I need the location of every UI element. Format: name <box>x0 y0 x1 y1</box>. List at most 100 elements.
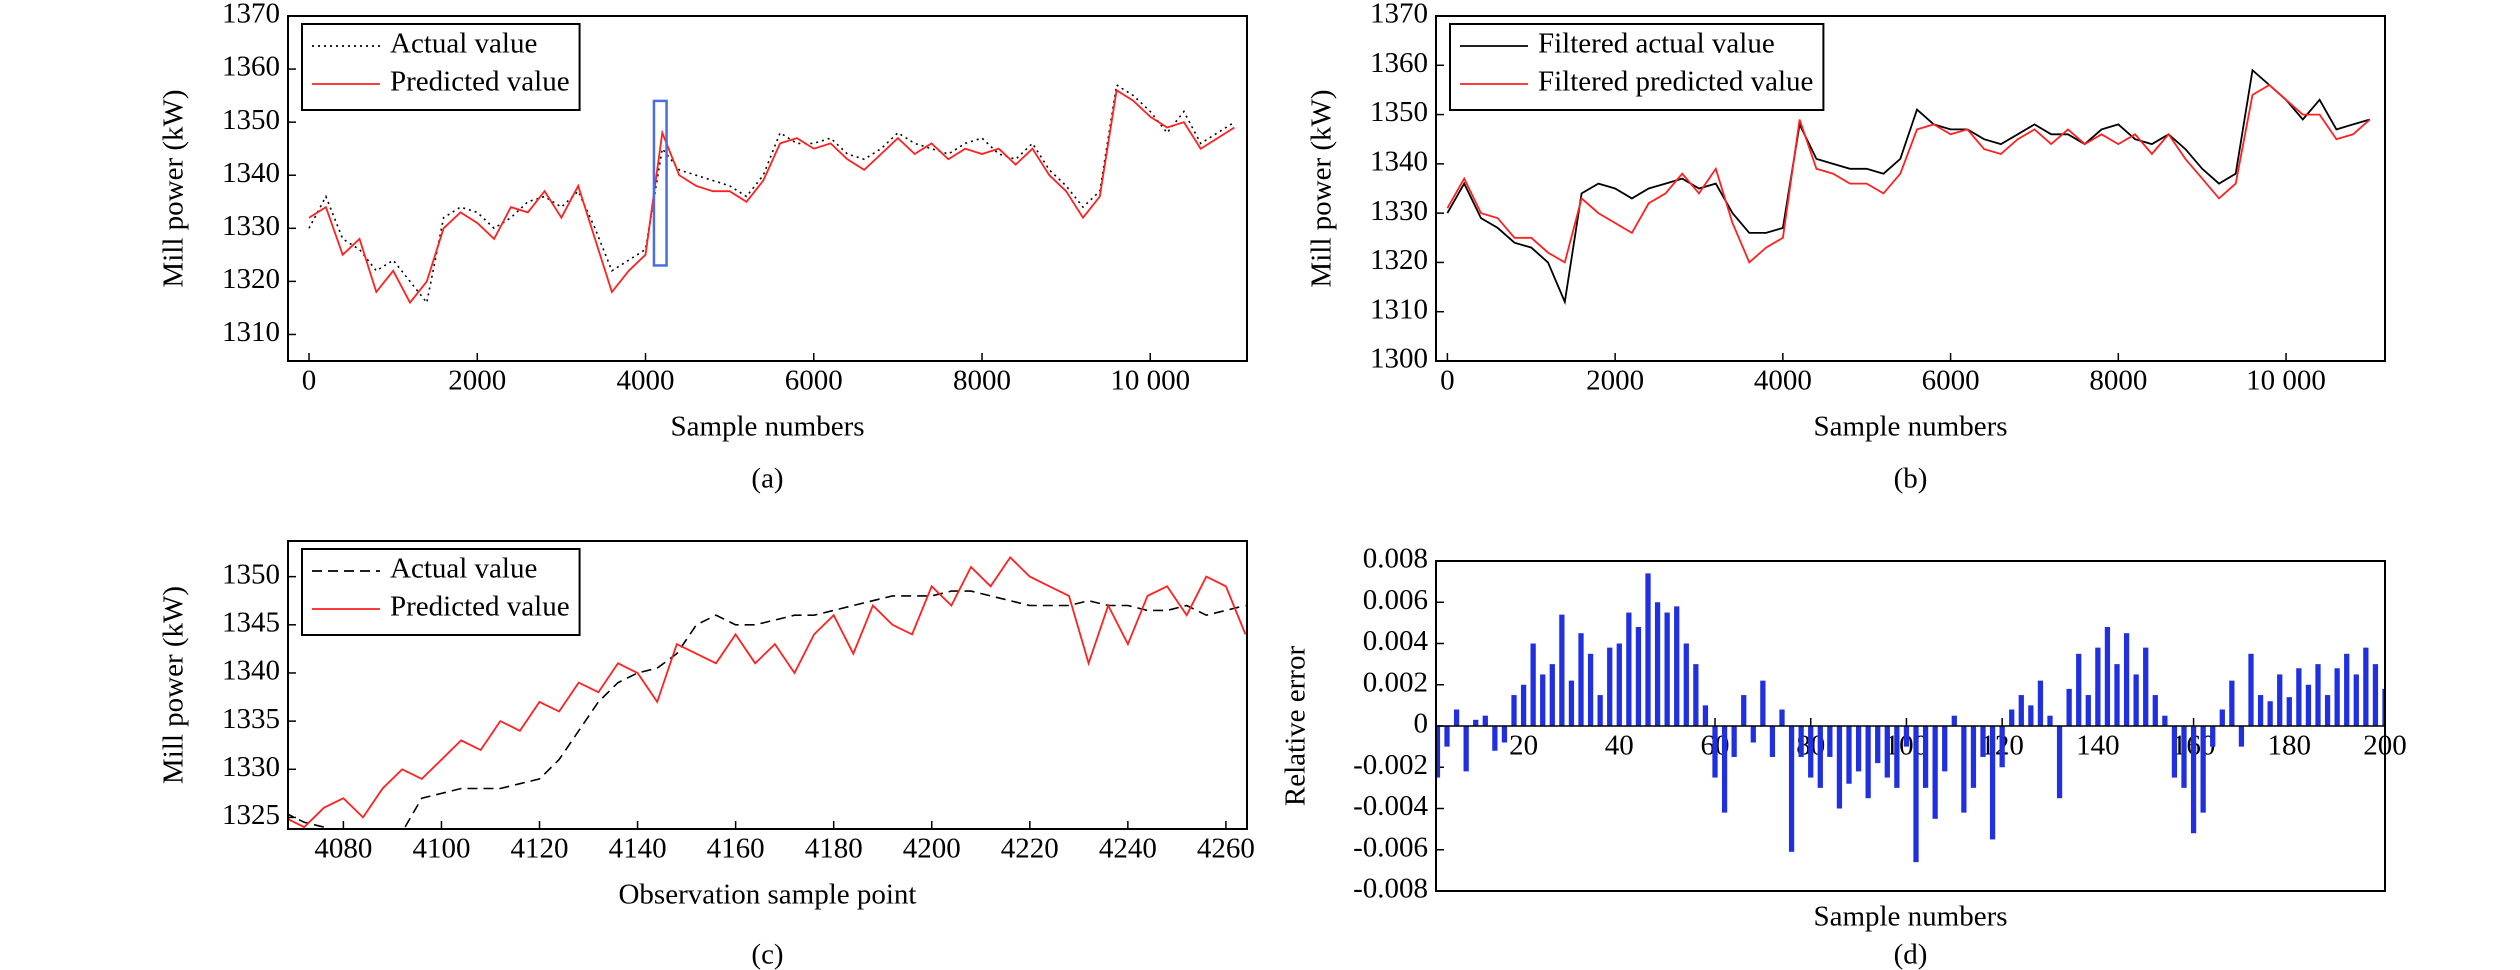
plot-frame <box>287 15 1248 362</box>
x-tick-label: 4200 <box>903 833 961 865</box>
series-line <box>308 83 1235 305</box>
bar <box>1989 726 1996 840</box>
panel: 1325 1330 1335 1340 1345 1350 4080 4100 4120 4140… <box>158 540 1255 970</box>
y-tick-label: 1340 <box>1370 146 1428 178</box>
bar <box>1559 614 1565 726</box>
panel-caption: (c) <box>751 939 783 970</box>
panel: 1300 1310 1320 1330 1340 1350 1360 1370 0 2000 400… <box>1306 0 2386 495</box>
bar <box>2114 664 2120 726</box>
x-tick-label: 10 000 <box>1110 365 1190 397</box>
bar <box>1645 573 1651 726</box>
bar <box>2200 726 2206 813</box>
bar <box>1731 726 1737 757</box>
bar <box>1492 726 1498 751</box>
bar <box>2315 664 2321 726</box>
x-tick-label: 2000 <box>1586 365 1644 397</box>
bar <box>1540 674 1546 726</box>
bar <box>1568 680 1575 726</box>
bar <box>1530 643 1536 726</box>
x-tick-label: 4140 <box>609 833 667 865</box>
bar <box>1587 653 1594 726</box>
bar <box>1741 695 1747 726</box>
bar <box>1932 726 1938 819</box>
y-tick-label: 1340 <box>222 157 280 189</box>
x-tick-label: 4120 <box>511 833 569 865</box>
bar <box>1702 705 1709 726</box>
y-tick-label: 1350 <box>222 558 280 590</box>
bar <box>1903 726 1910 747</box>
y-axis-label: Mill power (kW) <box>158 586 190 784</box>
bar <box>2123 633 2130 726</box>
bar <box>2372 664 2379 726</box>
x-axis-label: Sample numbers <box>1813 411 2007 443</box>
panel-caption: (d) <box>1894 939 1928 970</box>
bar <box>1808 726 1814 778</box>
bar <box>1635 627 1642 726</box>
x-tick-label: 4000 <box>1754 365 1812 397</box>
legend-box <box>301 23 581 111</box>
bar <box>1865 726 1871 799</box>
y-tick-label: 1330 <box>1370 195 1428 227</box>
bar <box>1453 709 1460 726</box>
plot-area <box>1446 68 2371 306</box>
x-tick-label: 10 000 <box>2246 365 2326 397</box>
y-tick-label: 0 <box>1414 708 1429 740</box>
bar <box>2104 627 2111 726</box>
legend-box <box>301 548 581 636</box>
bar <box>1626 612 1632 726</box>
y-axis-label: Mill power (kW) <box>158 89 190 287</box>
bar <box>2238 726 2245 747</box>
y-tick-label: 1310 <box>222 316 280 348</box>
x-tick-label: 4240 <box>1099 833 1157 865</box>
y-tick-label: -0.006 <box>1353 831 1428 863</box>
legend-label: Filtered actual value <box>1538 28 1775 60</box>
bar <box>2257 695 2264 726</box>
y-tick-label: 1350 <box>222 104 280 136</box>
bar <box>2056 726 2063 799</box>
bar <box>2152 695 2158 726</box>
y-tick-label: 1335 <box>222 703 280 735</box>
bar <box>1760 680 1766 726</box>
series-line <box>308 88 1235 305</box>
y-tick-label: 0.006 <box>1363 584 1428 616</box>
y-tick-label: 1310 <box>1370 293 1428 325</box>
plot-area <box>308 83 1235 305</box>
bar <box>1894 726 1900 788</box>
bar <box>1980 726 1986 757</box>
bar <box>1913 726 1919 863</box>
bar <box>2210 726 2216 747</box>
y-tick-label: 0.004 <box>1363 625 1429 657</box>
y-tick-label: 1360 <box>222 51 280 83</box>
bar <box>2143 647 2149 726</box>
series-line <box>288 590 1246 829</box>
bar <box>2095 647 2101 726</box>
panel: 1310 1320 1330 1340 1350 1360 1370 0 2000 4000 600… <box>158 0 1248 495</box>
bar <box>1779 709 1785 726</box>
bar <box>2219 709 2225 726</box>
y-tick-label: 0.002 <box>1363 666 1428 698</box>
x-tick-label: 4160 <box>707 833 765 865</box>
highlight-box <box>652 99 668 267</box>
bar <box>2334 668 2340 726</box>
x-tick-label: 180 <box>2268 730 2312 762</box>
y-tick-label: 1320 <box>1370 244 1428 276</box>
bar <box>1463 726 1469 772</box>
bar <box>1654 602 1661 726</box>
bar <box>1875 726 1881 764</box>
bar <box>1578 633 1584 726</box>
legend-label: Filtered predicted value <box>1538 66 1813 98</box>
plot-area <box>288 556 1247 829</box>
x-tick-label: 4080 <box>314 833 372 865</box>
bar <box>1473 719 1479 726</box>
bar <box>2018 695 2024 726</box>
x-tick-label: 0 <box>1440 365 1455 397</box>
y-tick-label: 1320 <box>222 263 280 295</box>
legend-box <box>1449 23 1825 111</box>
bar <box>1769 726 1776 757</box>
bar <box>2047 715 2053 726</box>
y-tick-label: 1330 <box>222 210 280 242</box>
x-tick-label: 2000 <box>448 365 506 397</box>
bar <box>1712 726 1718 778</box>
bar <box>2162 715 2168 726</box>
